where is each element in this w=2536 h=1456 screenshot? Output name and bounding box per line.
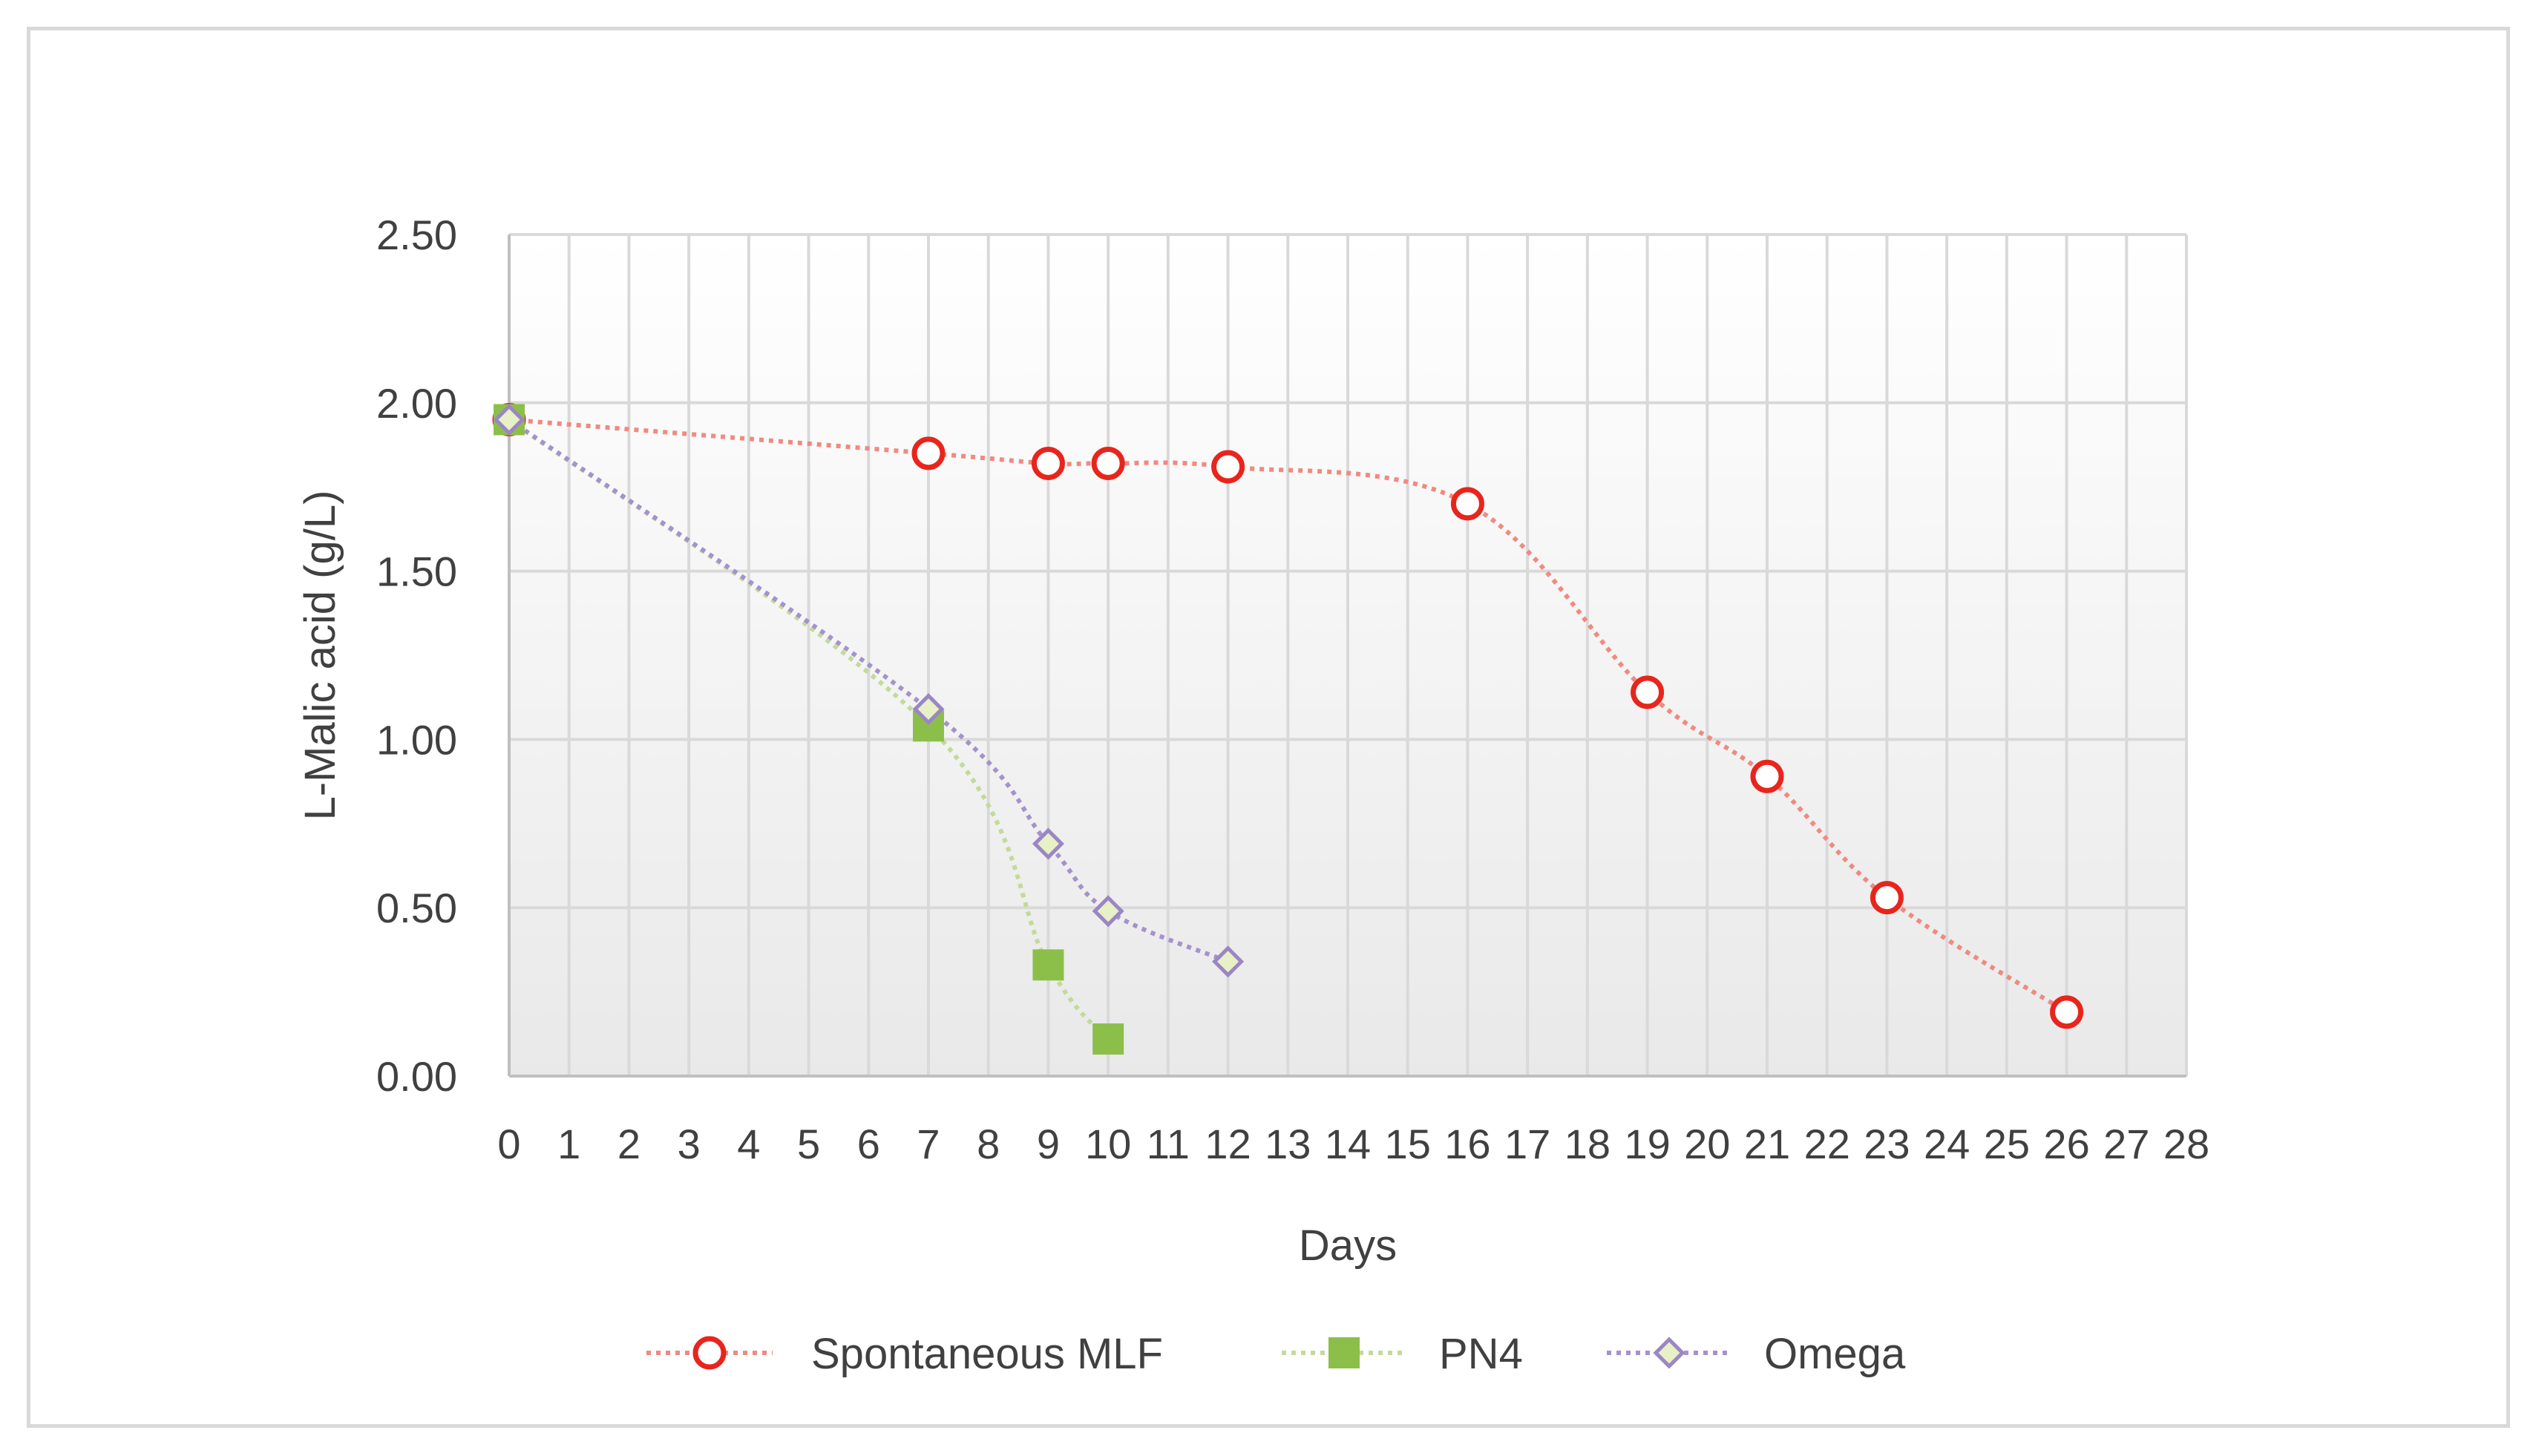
legend: Spontaneous MLF PN4 Omega [646,1330,1906,1378]
data-point-omega [912,693,945,726]
grid-lines [509,233,2188,1076]
x-tick-label: 1 [557,1121,580,1167]
y-tick-label: 0.50 [376,885,457,931]
x-tick-label: 22 [1804,1121,1850,1167]
x-tick-label: 12 [1205,1121,1251,1167]
x-tick-label: 3 [678,1121,701,1167]
data-point-pn4 [1092,1023,1124,1055]
x-tick-label: 20 [1684,1121,1730,1167]
axes [508,235,2186,1078]
legend-item-pn4: PN4 [1282,1330,1523,1378]
series [492,402,2084,1055]
x-tick-label: 5 [797,1121,820,1167]
x-tick-label: 28 [2163,1121,2209,1167]
data-point-omega [1092,895,1124,928]
series-line-pn4 [508,418,1110,1041]
data-point-pn4 [1032,949,1064,981]
x-tick-label: 11 [1147,1121,1190,1167]
data-point-spontaneous-mlf [911,436,946,470]
y-tick-label: 2.00 [376,380,457,427]
x-tick-label: 9 [1037,1121,1060,1167]
x-tick-label: 16 [1444,1121,1490,1167]
x-axis-ticks: 0 1 2 3 4 5 6 7 8 9 10 11 12 13 14 15 16 17 18 19 20 21 22 23 24… [497,1121,2209,1167]
legend-marker [692,1336,727,1370]
x-tick-label: 18 [1564,1121,1611,1167]
data-point-spontaneous-mlf [1631,675,1665,709]
x-tick-label: 15 [1385,1121,1431,1167]
x-tick-label: 7 [917,1121,940,1167]
x-tick-label: 4 [737,1121,760,1167]
legend-item-omega: Omega [1607,1330,1906,1378]
data-point-spontaneous-mlf [1450,487,1484,521]
x-tick-label: 0 [497,1121,520,1167]
x-tick-label: 26 [2043,1121,2089,1167]
x-tick-label: 14 [1325,1121,1371,1167]
series-markers-omega [493,403,1245,978]
legend-item-spontaneous-mlf: Spontaneous MLF [646,1330,1163,1378]
chart-frame: 0.00 0.50 1.00 1.50 2.00 2.50 0 1 2 3 4 5 6 7 8 9 10 11 1… [27,27,2510,1428]
data-point-omega [1212,945,1245,978]
x-axis-title: Days [1299,1221,1397,1270]
data-point-spontaneous-mlf [1750,759,1784,793]
y-tick-label: 0.00 [376,1053,457,1100]
legend-label: Omega [1764,1330,1906,1378]
data-point-spontaneous-mlf [1031,446,1065,480]
y-tick-label: 1.00 [376,716,457,763]
legend-label: Spontaneous MLF [811,1330,1163,1378]
x-tick-label: 2 [617,1121,640,1167]
legend-marker [1328,1337,1360,1368]
data-point-omega [493,403,525,436]
data-point-spontaneous-mlf [1870,881,1904,915]
x-tick-label: 23 [1864,1121,1910,1167]
x-tick-label: 6 [857,1121,880,1167]
x-tick-label: 8 [977,1121,1000,1167]
x-tick-label: 17 [1504,1121,1550,1167]
x-tick-label: 13 [1265,1121,1311,1167]
x-tick-label: 27 [2103,1121,2149,1167]
line-chart: 0.000.501.001.502.002.50 0 1 2 3 4 5 6 7 8 9 10 11 1… [296,211,2209,1378]
y-tick-label: 1.50 [376,548,457,595]
y-axis-ticks: 0.00 0.50 1.00 1.50 2.00 2.50 [376,211,457,1100]
x-tick-label: 10 [1085,1121,1131,1167]
series-line-spontaneous-mlf [508,417,2068,1014]
y-tick-label: 2.50 [376,211,457,258]
legend-label: PN4 [1439,1330,1523,1378]
y-axis-title: L-Malic acid (g/L) [296,491,344,821]
x-tick-label: 19 [1624,1121,1670,1167]
data-point-spontaneous-mlf [1211,450,1245,484]
x-tick-label: 25 [1984,1121,2030,1167]
data-point-spontaneous-mlf [2050,995,2084,1029]
data-point-omega [1032,827,1064,860]
x-tick-label: 24 [1924,1121,1970,1167]
x-tick-label: 21 [1744,1121,1790,1167]
data-point-spontaneous-mlf [1091,446,1125,480]
legend-marker [1653,1337,1685,1369]
